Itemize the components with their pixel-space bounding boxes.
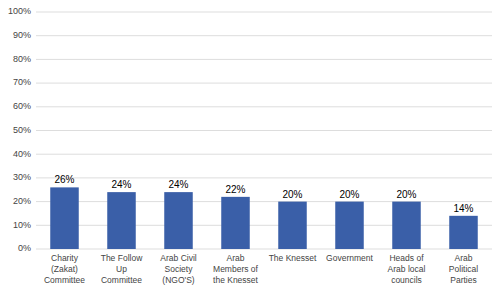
grid-line xyxy=(36,225,492,226)
x-tick-label: ArabMembers ofthe Knesset xyxy=(213,253,259,285)
data-label: 14% xyxy=(453,203,473,214)
x-tick-label: Heads ofArab localcouncils xyxy=(388,253,426,285)
y-tick-label: 20% xyxy=(13,196,31,206)
y-tick-label: 0% xyxy=(18,243,31,253)
grid-line xyxy=(36,154,492,155)
bars xyxy=(50,187,478,249)
grid-line xyxy=(36,249,492,250)
y-tick-label: 10% xyxy=(13,220,31,230)
x-tick-label-line: the Knesset xyxy=(213,275,259,285)
grid-line xyxy=(36,177,492,178)
x-tick-label-line: Government xyxy=(326,253,373,263)
y-tick-label: 30% xyxy=(13,172,31,182)
data-label: 24% xyxy=(111,179,131,190)
bar xyxy=(449,216,478,249)
bar xyxy=(335,202,364,249)
x-tick-label-line: (Zakat) xyxy=(51,264,78,274)
x-tick-label: Arab CivilSociety(NGO'S) xyxy=(160,253,196,285)
y-tick-label: 90% xyxy=(13,30,31,40)
y-tick-label: 40% xyxy=(13,149,31,159)
bar xyxy=(392,202,421,249)
bar xyxy=(221,197,250,249)
bar xyxy=(107,192,136,249)
x-tick-label: Government xyxy=(326,253,373,263)
x-tick-label-line: Political xyxy=(449,264,478,274)
x-tick-label-line: Up xyxy=(116,264,127,274)
grid-line xyxy=(36,83,492,84)
x-tick-label-line: Arab xyxy=(455,253,473,263)
y-tick-label: 80% xyxy=(13,54,31,64)
bar xyxy=(164,192,193,249)
data-label: 26% xyxy=(54,174,74,185)
x-tick-label-line: councils xyxy=(391,275,422,285)
y-tick-label: 70% xyxy=(13,77,31,87)
x-tick-label-line: The Knesset xyxy=(269,253,317,263)
grid-line xyxy=(36,201,492,202)
chart: 0%10%20%30%40%50%60%70%80%90%100%26%24%2… xyxy=(0,0,500,295)
grid-line xyxy=(36,59,492,60)
x-tick-label: The FollowUpCommittee xyxy=(101,253,143,285)
x-tick-label-line: Committee xyxy=(44,275,85,285)
data-label: 20% xyxy=(282,189,302,200)
grid-line xyxy=(36,106,492,107)
x-tick-label-line: Committee xyxy=(101,275,142,285)
x-tick-label-line: Parties xyxy=(450,275,476,285)
data-label: 22% xyxy=(225,184,245,195)
x-tick-label-line: The Follow xyxy=(101,253,143,263)
grid-line xyxy=(36,130,492,131)
x-tick-label-line: Arab local xyxy=(388,264,426,274)
data-label: 20% xyxy=(339,189,359,200)
data-label: 24% xyxy=(168,179,188,190)
x-tick-label-line: (NGO'S) xyxy=(162,275,194,285)
bar xyxy=(278,202,307,249)
x-tick-label-line: Members of xyxy=(213,264,259,274)
x-tick-label-line: Heads of xyxy=(389,253,424,263)
grid-line xyxy=(36,35,492,36)
x-tick-label: The Knesset xyxy=(269,253,317,263)
x-tick-label: ArabPoliticalParties xyxy=(449,253,478,285)
data-labels: 26% 24% 24% 22% 20% 20% 20% 14% xyxy=(54,174,473,213)
grid-line xyxy=(36,12,492,13)
y-tick-label: 100% xyxy=(8,6,31,16)
x-tick-label-line: Arab Civil xyxy=(160,253,196,263)
x-tick-label: Charity(Zakat)Committee xyxy=(44,253,85,285)
data-label: 20% xyxy=(396,189,416,200)
x-tick-label-line: Society xyxy=(165,264,194,274)
y-tick-label: 60% xyxy=(13,101,31,111)
x-tick-label-line: Arab xyxy=(227,253,245,263)
bar xyxy=(50,187,79,249)
x-tick-label-line: Charity xyxy=(51,253,79,263)
x-tick-labels: Charity(Zakat)CommitteeThe FollowUpCommi… xyxy=(44,253,478,285)
y-tick-labels: 0% 10% 20% 30% 40% 50% 60% 70% 80% 90% 100% xyxy=(8,6,31,253)
y-tick-label: 50% xyxy=(13,125,31,135)
grid xyxy=(36,12,492,249)
